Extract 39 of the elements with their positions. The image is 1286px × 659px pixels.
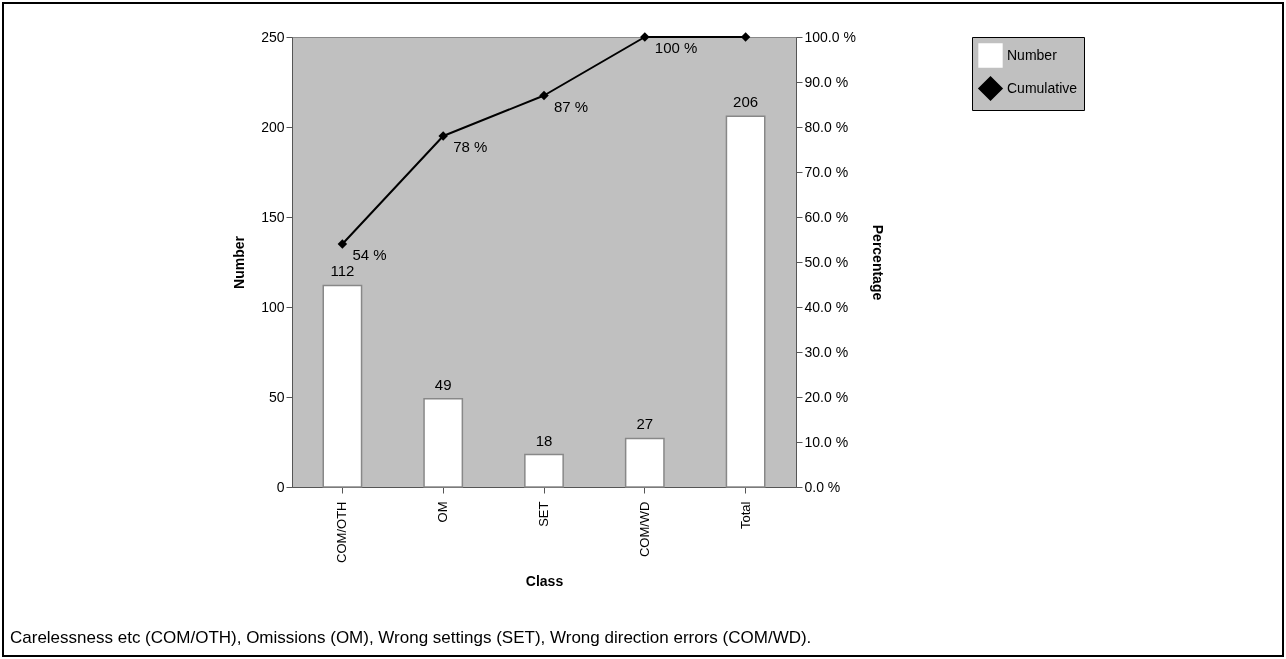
y2-tick-label: 30.0 % bbox=[804, 343, 849, 360]
data-label: 78 % bbox=[453, 138, 488, 155]
y2-tick-label: 50.0 % bbox=[804, 253, 849, 270]
y-tick-label: 250 bbox=[261, 28, 285, 45]
data-label: 87 % bbox=[554, 97, 589, 115]
legend-label: Cumulative bbox=[1007, 79, 1078, 96]
y-axis-title: Number bbox=[231, 235, 248, 289]
text: Carelessness etc (COM/OTH), Omissions (OM), Wrong settings (SET), Wrong direction errors (COM/WD). bbox=[10, 628, 812, 648]
y-tick-label: 100 bbox=[261, 298, 285, 315]
y2-tick-label: 60.0 % bbox=[804, 208, 849, 225]
legend-label: Number bbox=[1007, 46, 1058, 63]
y2-tick-label: 70.0 % bbox=[804, 163, 849, 180]
y2-tick-label: 40.0 % bbox=[804, 298, 849, 315]
point bbox=[539, 90, 549, 101]
y2-tick-label: 100.0 % bbox=[804, 28, 856, 45]
data-label: 54 % bbox=[352, 246, 387, 263]
y-tick-label: 150 bbox=[261, 208, 285, 225]
data-label: 100 % bbox=[654, 39, 698, 56]
data-label: 18 bbox=[535, 431, 553, 449]
y2-tick-label: 90.0 % bbox=[804, 73, 849, 90]
x-tick-label: OM bbox=[435, 501, 451, 523]
y2-tick-label: 20.0 % bbox=[804, 388, 849, 405]
x-tick-label: SET bbox=[536, 501, 551, 527]
data-label: 27 bbox=[636, 415, 654, 433]
y2-tick-label: 10.0 % bbox=[804, 433, 849, 450]
y2-axis-title: Percentage bbox=[869, 224, 886, 301]
x-tick-label: COM/WD bbox=[636, 501, 652, 558]
data-label: 49 bbox=[434, 375, 452, 393]
x-tick-label: Total bbox=[737, 501, 753, 529]
x-axis-title: Class bbox=[525, 572, 564, 589]
y2-tick-label: 0.0 % bbox=[804, 478, 841, 495]
data-label: 206 bbox=[733, 93, 759, 111]
y-tick-label: 0 bbox=[276, 478, 285, 495]
y-tick-label: 200 bbox=[261, 118, 285, 135]
data-label: 112 bbox=[330, 262, 355, 280]
point bbox=[337, 239, 348, 249]
y2-tick-label: 80.0 % bbox=[804, 118, 849, 135]
y-tick-label: 50 bbox=[268, 388, 285, 405]
x-tick-label: COM/OTH bbox=[334, 501, 350, 563]
